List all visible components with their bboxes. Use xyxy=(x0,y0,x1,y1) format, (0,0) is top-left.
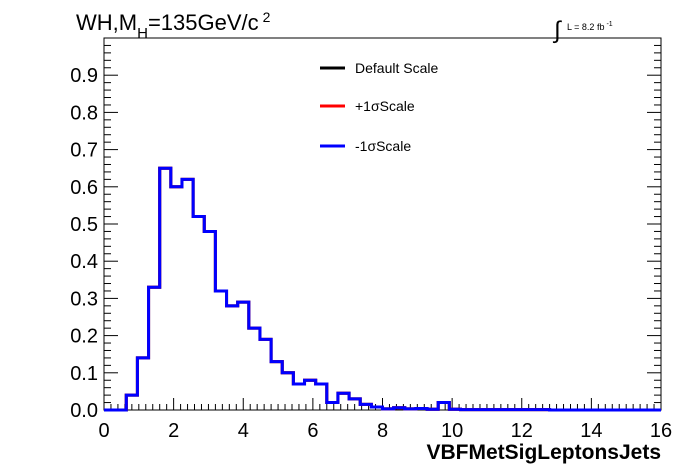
x-tick-label: 12 xyxy=(511,420,533,442)
y-tick-label: 0.2 xyxy=(70,326,98,348)
lumi-sup: -1 xyxy=(606,21,612,28)
chart-title: WH,MH=135GeV/c 2 xyxy=(76,9,271,42)
plot-frame xyxy=(103,37,662,411)
y-axis: 0.0 0.1 0.2 0.3 0.4 0.5 0.6 0.7 0.8 0.9 xyxy=(70,37,661,422)
x-axis-title: VBFMetSigLeptonsJets xyxy=(426,441,661,464)
chart-title-main: WH,M xyxy=(76,10,137,35)
legend-label: -1σScale xyxy=(355,138,411,154)
x-tick-label: 2 xyxy=(168,420,179,442)
y-tick-label: 0.3 xyxy=(70,288,98,310)
legend-label: +1σScale xyxy=(355,98,415,114)
y-tick-label: 0.9 xyxy=(70,65,98,87)
integral-sign: ∫ xyxy=(552,17,562,44)
lumi-label: ∫ L = 8.2 fb -1 xyxy=(552,17,613,44)
series-line-1 xyxy=(104,166,661,412)
x-tick-label: 14 xyxy=(580,420,602,442)
x-tick-label: 16 xyxy=(650,420,672,442)
chart-title-rest: =135GeV/c xyxy=(148,10,259,35)
x-axis: 0 2 4 6 8 10 12 14 16 xyxy=(98,398,672,442)
x-tick-label: 0 xyxy=(98,420,109,442)
y-tick-label: 0.8 xyxy=(70,102,98,124)
x-tick-label: 10 xyxy=(441,420,463,442)
x-tick-label: 6 xyxy=(307,420,318,442)
y-tick-label: 0.1 xyxy=(70,363,98,385)
chart-title-sup: 2 xyxy=(263,9,271,25)
chart-title-sub: H xyxy=(137,25,148,42)
x-tick-label: 4 xyxy=(238,420,249,442)
y-tick-label: 0.7 xyxy=(70,140,98,162)
series-layer xyxy=(104,166,661,412)
y-tick-label: 0.6 xyxy=(70,177,98,199)
legend: Default Scale +1σScale -1σScale xyxy=(320,60,438,154)
y-tick-label: 0.0 xyxy=(70,400,98,422)
y-tick-label: 0.5 xyxy=(70,214,98,236)
lumi-value: L = 8.2 fb xyxy=(567,22,604,32)
lumi-text: L = 8.2 fb -1 xyxy=(567,21,613,32)
x-tick-label: 8 xyxy=(377,420,388,442)
series-line-0 xyxy=(104,166,661,412)
y-tick-label: 0.4 xyxy=(70,251,98,273)
series-line-2 xyxy=(104,166,661,412)
legend-label: Default Scale xyxy=(355,60,438,76)
